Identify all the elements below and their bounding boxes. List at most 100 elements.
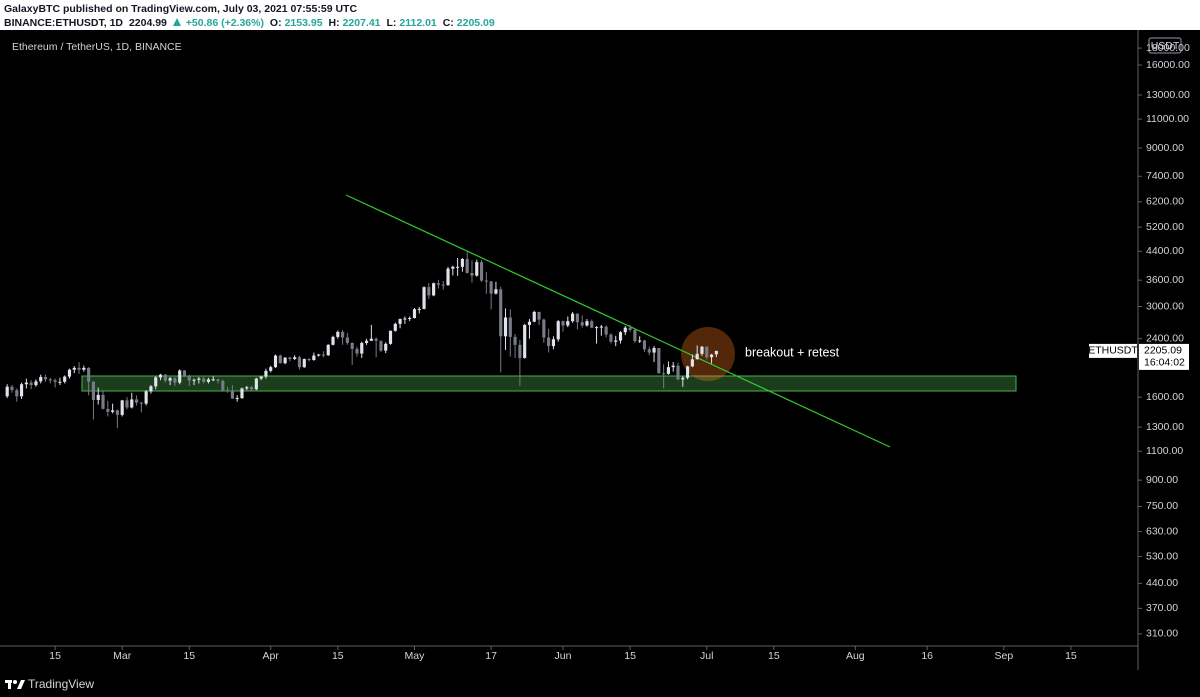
- candle-body: [312, 355, 316, 361]
- x-tick-label: Jun: [555, 650, 572, 662]
- candle-body: [182, 370, 187, 376]
- y-tick-label: 7400.00: [1146, 170, 1184, 182]
- x-tick-label: Aug: [846, 650, 865, 662]
- candle-body: [326, 344, 330, 356]
- candle-body: [714, 350, 718, 355]
- candle-body: [451, 266, 455, 269]
- candle-body: [518, 344, 522, 358]
- candle-body: [460, 258, 464, 267]
- candle-body: [29, 382, 33, 386]
- candle-body: [475, 262, 479, 276]
- x-tick-label: 15: [1065, 650, 1077, 662]
- y-tick-label: 1600.00: [1146, 391, 1184, 403]
- y-tick-label: 13000.00: [1146, 89, 1190, 101]
- low-value: 2112.01: [399, 17, 437, 29]
- candle-body: [82, 367, 86, 370]
- candle-body: [221, 380, 225, 391]
- candle-body: [192, 379, 196, 381]
- candle-body: [393, 323, 397, 331]
- candle-body: [556, 321, 560, 340]
- x-tick-label: Jul: [700, 650, 713, 662]
- candle-body: [384, 343, 388, 351]
- candle-body: [149, 386, 153, 392]
- open-value: 2153.95: [284, 17, 323, 29]
- y-tick-label: 4400.00: [1146, 245, 1184, 257]
- candle-body: [240, 388, 244, 399]
- candle-body: [408, 318, 412, 320]
- footer: TradingView: [0, 670, 1200, 697]
- candle-body: [173, 378, 177, 383]
- candle-body: [125, 400, 129, 408]
- candle-body: [551, 339, 556, 347]
- candle-body: [465, 258, 469, 273]
- y-tick-label: 2400.00: [1146, 332, 1184, 344]
- close-value: 2205.09: [456, 17, 495, 29]
- x-tick-label: 15: [624, 650, 636, 662]
- close-label: C:: [442, 17, 454, 29]
- candle-body: [494, 289, 498, 294]
- candle-body: [144, 391, 148, 404]
- price-label-box: [1139, 343, 1189, 370]
- candle-body: [360, 342, 364, 354]
- candle-body: [187, 375, 191, 381]
- candle-body: [163, 374, 167, 381]
- candle-body: [417, 308, 421, 310]
- candle-body: [77, 367, 81, 370]
- candle-body: [666, 367, 671, 374]
- candle-body: [158, 374, 163, 378]
- candle-body: [374, 338, 378, 341]
- header: GalaxyBTC published on TradingView.com, …: [0, 0, 1200, 30]
- change: +50.86 (+2.36%): [185, 17, 264, 29]
- candle-body: [705, 346, 709, 358]
- candle-body: [580, 322, 584, 326]
- candle-body: [537, 311, 541, 320]
- candle-body: [249, 387, 254, 390]
- candle-body: [436, 283, 441, 285]
- candle-body: [106, 408, 110, 412]
- y-tick-label: 310.00: [1146, 628, 1178, 640]
- candle-body: [206, 379, 211, 382]
- candle-body: [230, 390, 234, 399]
- candle-body: [87, 367, 91, 382]
- candle-body: [561, 321, 565, 326]
- candle-body: [695, 353, 699, 360]
- candle-body: [527, 321, 532, 325]
- x-tick-label: Sep: [994, 650, 1013, 662]
- y-tick-label: 1100.00: [1146, 445, 1183, 457]
- y-tick-label: 3000.00: [1146, 300, 1184, 312]
- candle-body: [364, 340, 369, 343]
- currency: USDT: [1151, 40, 1180, 52]
- candle-body: [254, 378, 258, 390]
- candle-body: [331, 336, 335, 345]
- candle-body: [676, 365, 680, 380]
- candle-body: [403, 318, 407, 320]
- candle-body: [484, 280, 488, 282]
- candle-body: [585, 321, 589, 326]
- last: 2204.99: [128, 17, 167, 29]
- candle-body: [211, 379, 215, 381]
- annotation: breakout + retest: [745, 345, 840, 359]
- candle-body: [479, 262, 484, 281]
- candle-body: [566, 321, 570, 326]
- candle-body: [609, 334, 613, 342]
- candle-body: [379, 340, 383, 351]
- x-tick-label: 16: [921, 650, 933, 662]
- y-tick-label: 9000.00: [1146, 142, 1184, 154]
- candle-body: [91, 381, 96, 400]
- candle-body: [456, 266, 460, 268]
- candle-body: [5, 386, 9, 397]
- candle-body: [168, 378, 172, 381]
- y-tick-label: 11000.00: [1146, 113, 1189, 125]
- x-tick-label: 17: [485, 650, 497, 662]
- y-tick-label: 750.00: [1146, 500, 1178, 512]
- candle-body: [321, 354, 326, 356]
- candle-body: [130, 399, 134, 408]
- y-tick-label: 1300.00: [1146, 421, 1184, 433]
- countdown: 16:04:02: [1144, 357, 1185, 369]
- candle-body: [369, 338, 373, 341]
- x-tick-label: Mar: [113, 650, 132, 662]
- candle-body: [499, 289, 503, 337]
- x-tick-label: Apr: [263, 650, 280, 662]
- candle-body: [614, 340, 618, 342]
- last-price: 2205.09: [1144, 345, 1182, 357]
